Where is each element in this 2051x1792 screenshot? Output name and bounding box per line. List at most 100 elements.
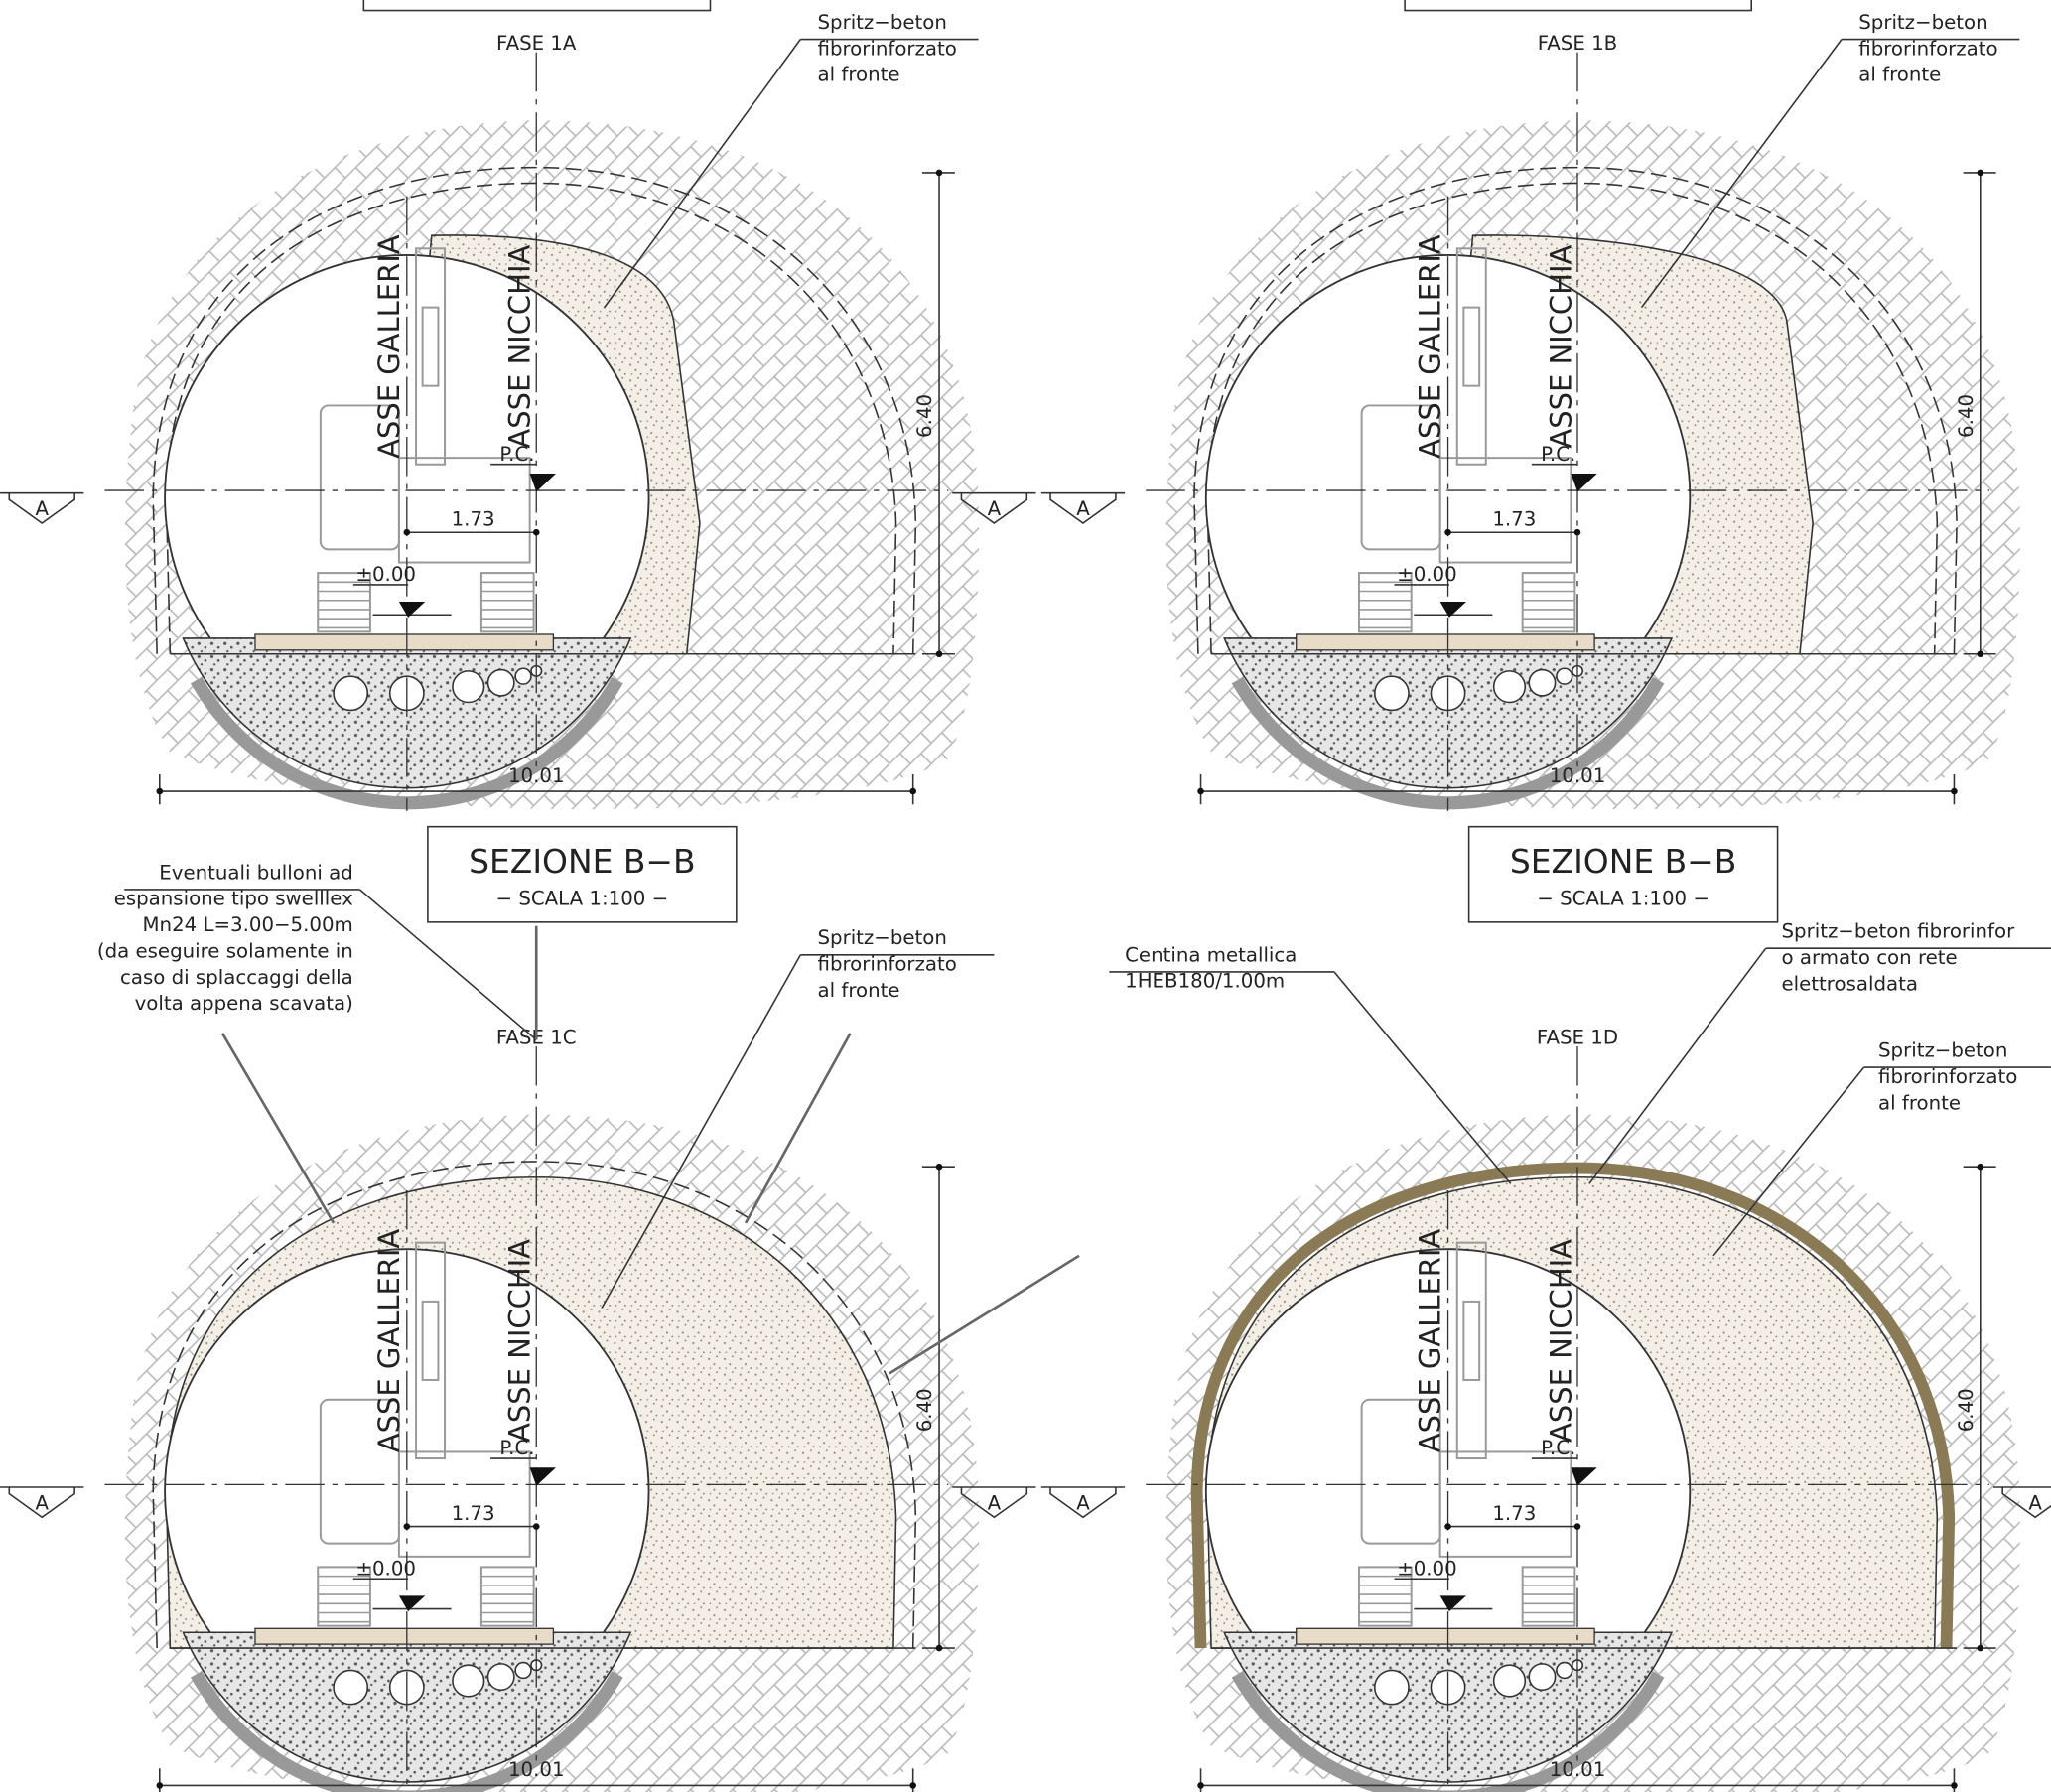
dim-dot <box>1977 169 1984 177</box>
dim-dot <box>403 1523 411 1530</box>
width-dim: 10.01 <box>1550 764 1606 787</box>
pipe <box>452 1664 485 1698</box>
axis-label: ASSE NICCHIA <box>1544 1239 1577 1443</box>
pipe <box>1556 667 1573 685</box>
section-letter: A <box>1076 497 1090 520</box>
title-box <box>1404 0 1753 12</box>
track <box>317 1566 371 1627</box>
ground-mark: P.C. <box>1541 1437 1575 1459</box>
note-text: al fronte <box>1878 1091 1961 1114</box>
dim-dot <box>935 1163 943 1171</box>
axis-label: ASSE GALLERIA <box>1414 234 1447 459</box>
leader-line <box>1333 971 1512 1184</box>
invert-shell <box>190 1671 623 1792</box>
section-mark <box>1040 1486 1126 1519</box>
dim-dot <box>1573 528 1581 536</box>
section-title: SEZIONE B−B <box>469 842 696 881</box>
level-mark <box>1439 1595 1467 1612</box>
dim-dot <box>1573 1523 1581 1530</box>
section-mark <box>952 491 1036 524</box>
height-dim: 6.40 <box>913 394 936 438</box>
dim-dot <box>935 1644 943 1652</box>
machine-arm <box>1462 306 1481 387</box>
note-text: volta appena scavata) <box>135 992 353 1015</box>
level-label: ±0.00 <box>1397 1557 1457 1580</box>
level-mark <box>398 602 426 618</box>
track <box>1357 572 1413 633</box>
section-letter: A <box>35 1491 49 1514</box>
width-dim: 10.01 <box>1550 1758 1606 1781</box>
floor-slab <box>254 1627 555 1645</box>
note-text: al fronte <box>1858 64 1941 86</box>
leader-line <box>889 1254 1080 1375</box>
dim-dot <box>532 1523 540 1530</box>
leader-line <box>220 1033 336 1224</box>
level-label: ±0.00 <box>355 563 416 586</box>
dim-dot <box>403 528 411 536</box>
offset-dim: 1.73 <box>452 1502 495 1525</box>
pipe <box>1556 1661 1573 1680</box>
pipe <box>486 1663 515 1692</box>
section-title: SEZIONE B−B <box>1510 842 1737 881</box>
dim-dot <box>1444 1523 1451 1530</box>
pipe <box>333 675 369 712</box>
note-text: fibrorinforzato <box>1858 37 1997 60</box>
machine-arm <box>421 306 440 387</box>
track <box>479 572 535 633</box>
dim-dot <box>156 787 164 795</box>
level-mark <box>1439 602 1467 618</box>
note-text: al fronte <box>818 979 900 1002</box>
dim-dot <box>532 528 540 536</box>
note-text: o armato con rete <box>1782 946 1958 969</box>
pipe <box>333 1669 369 1706</box>
dim-dot <box>1197 787 1204 795</box>
machine-cab <box>397 457 531 564</box>
leader-line <box>1712 1066 1865 1257</box>
level-mark <box>529 1467 557 1486</box>
note-text: Mn24 L=3.00−5.00m <box>143 913 353 936</box>
track <box>1357 1566 1413 1627</box>
floor-slab <box>1296 633 1595 651</box>
note-text: Spritz−beton <box>1878 1039 2007 1062</box>
phase-label: FASE 1D <box>1537 1026 1618 1048</box>
width-dim: 10.01 <box>508 1758 565 1781</box>
dim-dot <box>156 1782 164 1789</box>
section-letter: A <box>988 1491 1002 1514</box>
width-dim: 10.01 <box>508 764 565 787</box>
section-mark <box>0 1486 84 1519</box>
track <box>1521 1566 1576 1627</box>
section-mark <box>1040 491 1126 524</box>
note-text: Spritz−beton <box>1858 11 1987 34</box>
machine-cab <box>397 1450 531 1558</box>
axis-label: ASSE GALLERIA <box>1414 1229 1447 1453</box>
height-dim: 6.40 <box>913 1388 936 1432</box>
section-scale: − SCALA 1:100 − <box>496 888 669 910</box>
note-text: Spritz−beton <box>818 926 947 949</box>
section-letter: A <box>2028 1491 2042 1514</box>
title-box <box>427 825 738 923</box>
section-mark <box>1992 1486 2051 1519</box>
machine-arm <box>1455 1241 1487 1460</box>
note-text: elettrosaldata <box>1782 972 1918 995</box>
offset-dim: 1.73 <box>1492 1502 1536 1525</box>
note-text: fibrorinforzato <box>818 953 957 976</box>
dim-dot <box>1951 1782 1958 1789</box>
machine-arm <box>1455 247 1487 466</box>
axis-label: ASSE NICCHIA <box>1544 245 1577 449</box>
dim-dot <box>1977 1163 1984 1171</box>
pipe <box>514 667 532 685</box>
floor-slab <box>254 633 555 651</box>
section-scale: − SCALA 1:100 − <box>1537 888 1709 910</box>
track <box>317 572 371 633</box>
section-mark <box>0 491 84 524</box>
excavation-line <box>152 166 917 654</box>
leader-line <box>1588 947 1767 1184</box>
title-box <box>362 0 712 12</box>
pipe <box>1528 1663 1557 1692</box>
axis-label: ASSE NICCHIA <box>503 245 537 449</box>
pipe <box>1492 670 1527 704</box>
level-label: ±0.00 <box>1397 563 1457 586</box>
pipe <box>1373 1669 1410 1706</box>
note-text: al fronte <box>818 64 900 86</box>
